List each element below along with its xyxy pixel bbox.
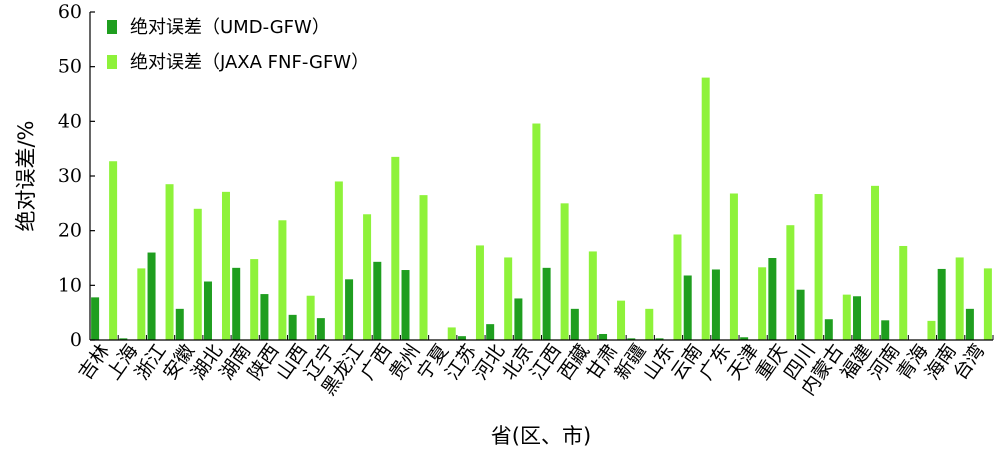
bar-umd-14: [486, 324, 495, 340]
bar-umd-15: [514, 298, 523, 340]
bar-umd-3: [175, 308, 184, 340]
bar-jaxa-7: [306, 295, 315, 340]
bar-umd-23: [740, 337, 749, 340]
y-tick-label: 10: [58, 274, 82, 296]
bar-jaxa-23: [758, 267, 767, 340]
bars-layer: [91, 77, 992, 341]
bar-umd-18: [599, 333, 608, 340]
bar-umd-22: [711, 269, 720, 340]
y-tick-label: 30: [58, 165, 82, 187]
y-tick-label: 60: [58, 1, 82, 23]
y-ticks: 0 10 20 30 40 50 60: [58, 1, 95, 351]
bar-umd-6: [260, 294, 269, 340]
bar-umd-31: [965, 308, 974, 340]
bar-jaxa-5: [250, 259, 259, 340]
bar-jaxa-29: [927, 320, 936, 340]
bar-umd-24: [768, 258, 777, 340]
x-axis-title: 省(区、市): [491, 424, 591, 448]
legend-label-jaxa: 绝对误差（JAXA FNF-GFW）: [130, 52, 369, 73]
bar-jaxa-24: [786, 225, 795, 340]
bar-jaxa-3: [193, 208, 202, 340]
bar-umd-27: [853, 296, 862, 340]
y-tick-label: 20: [58, 220, 82, 242]
bar-jaxa-20: [673, 234, 682, 340]
legend-label-umd: 绝对误差（UMD-GFW）: [130, 17, 330, 38]
bar-umd-7: [288, 314, 297, 340]
bar-jaxa-9: [363, 214, 372, 340]
legend-swatch-umd: [107, 20, 117, 34]
bar-jaxa-31: [983, 268, 992, 340]
bar-umd-8: [316, 318, 325, 340]
bar-jaxa-10: [391, 156, 400, 340]
bar-jaxa-6: [278, 220, 287, 340]
bar-jaxa-4: [221, 191, 230, 340]
bar-jaxa-13: [475, 245, 484, 340]
bar-umd-13: [457, 336, 466, 340]
bar-umd-11: [401, 270, 410, 340]
bar-umd-17: [570, 308, 579, 340]
y-axis-title: 绝对误差/%: [14, 120, 38, 231]
bar-umd-1: [119, 338, 128, 340]
bar-umd-4: [203, 281, 212, 340]
bar-jaxa-16: [560, 203, 569, 340]
bar-umd-19: [627, 338, 636, 340]
y-tick-label: 0: [70, 329, 82, 351]
bar-umd-16: [542, 267, 551, 340]
bar-jaxa-26: [842, 294, 851, 340]
bar-umd-0: [91, 297, 100, 340]
bar-umd-21: [683, 275, 692, 340]
bar-umd-25: [796, 289, 805, 340]
bar-jaxa-12: [447, 327, 456, 340]
bar-umd-9: [345, 279, 354, 340]
bar-jaxa-18: [617, 300, 626, 340]
bar-umd-20: [655, 338, 664, 340]
bar-umd-5: [232, 267, 241, 340]
y-tick-label: 50: [58, 56, 82, 78]
bar-jaxa-14: [504, 257, 513, 340]
bar-jaxa-21: [701, 77, 710, 340]
bar-jaxa-30: [955, 257, 964, 340]
legend-swatch-jaxa: [107, 55, 117, 69]
x-tick-labels: 吉林上海浙江安徽湖北湖南陕西山西辽宁黑龙江广西贵州宁夏江苏河北北京江西西藏甘肃新…: [74, 340, 989, 399]
bar-jaxa-25: [814, 194, 823, 340]
legend: 绝对误差（UMD-GFW） 绝对误差（JAXA FNF-GFW）: [107, 17, 369, 73]
x-tick-label: 台湾: [949, 340, 989, 384]
bar-jaxa-8: [334, 181, 343, 340]
bar-jaxa-27: [871, 185, 880, 340]
bar-umd-30: [937, 268, 946, 340]
bar-umd-28: [881, 320, 890, 340]
bar-jaxa-0: [109, 161, 118, 340]
bar-umd-26: [824, 319, 833, 340]
bar-jaxa-2: [165, 184, 174, 340]
bar-jaxa-11: [419, 195, 428, 340]
bar-jaxa-17: [588, 251, 597, 340]
bar-jaxa-22: [729, 193, 738, 340]
y-tick-label: 40: [58, 110, 82, 132]
bar-jaxa-19: [645, 308, 654, 340]
bar-jaxa-1: [137, 268, 146, 340]
bar-umd-10: [373, 261, 382, 340]
bar-umd-2: [147, 252, 156, 340]
bar-jaxa-15: [532, 123, 541, 341]
bar-jaxa-28: [899, 245, 908, 340]
